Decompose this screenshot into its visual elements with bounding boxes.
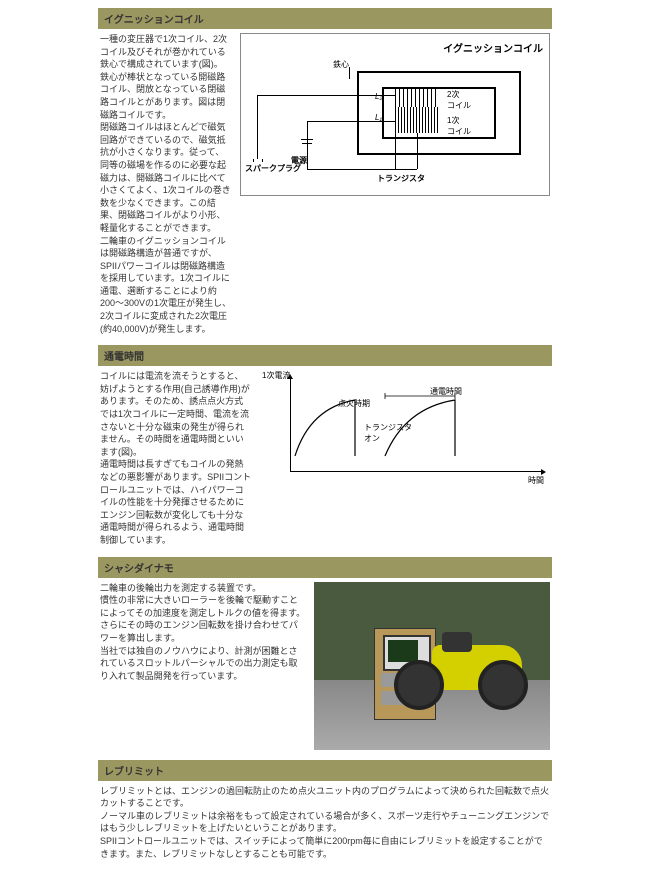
section-ignition: 一種の変圧器で1次コイル、2次コイル及びそれが巻かれている鉄心で構成されています… xyxy=(98,33,552,335)
label-iron: 鉄心 xyxy=(333,59,349,70)
dynamo-text: 二輪車の後輪出力を測定する装置です。 慣性の非常に大きいローラーを後輪で駆動すこ… xyxy=(100,582,306,750)
section-title-ignition: イグニッションコイル xyxy=(98,8,552,29)
section-dynamo: 二輪車の後輪出力を測定する装置です。 慣性の非常に大きいローラーを後輪で駆動すこ… xyxy=(98,582,552,750)
label-coil2: 2次 コイル xyxy=(447,89,471,111)
label-coil1: 1次 コイル xyxy=(447,115,471,137)
chart-curve xyxy=(290,378,540,464)
label-plug: スパークプラグ xyxy=(245,163,301,174)
ignition-diagram: イグニッションコイル 鉄心 2次 コイル 1次 コイル L₂ L₁ 電源 xyxy=(240,33,550,196)
conduction-chart: 1次電流 時間 点火時期 通電時間 トランジスタ オン xyxy=(260,370,550,488)
section-title-conduction: 通電時間 xyxy=(98,345,552,366)
section-conduction: コイルには電流を流そうとすると、妨げようとする作用(自己誘導作用)があります。そ… xyxy=(98,370,552,546)
chart-spark-label: 点火時期 xyxy=(338,398,370,409)
section-revlimit: レブリミットとは、エンジンの過回転防止のため点火ユニット内のプログラムによって決… xyxy=(98,785,552,861)
dynamo-photo xyxy=(314,582,550,750)
chart-ylabel: 1次電流 xyxy=(262,370,290,381)
section-title-revlimit: レブリミット xyxy=(98,760,552,781)
revlimit-text: レブリミットとは、エンジンの過回転防止のため点火ユニット内のプログラムによって決… xyxy=(100,785,550,861)
chart-conduction-label: 通電時間 xyxy=(430,386,462,397)
label-transistor: トランジスタ xyxy=(377,173,425,184)
conduction-chart-col: 1次電流 時間 点火時期 通電時間 トランジスタ オン xyxy=(260,370,550,546)
circuit-diagram: 鉄心 2次 コイル 1次 コイル L₂ L₁ 電源 トランジスタ スパークプラグ xyxy=(247,59,543,189)
chart-xlabel: 時間 xyxy=(528,475,544,486)
chart-trans-label: トランジスタ オン xyxy=(364,422,412,444)
page-container: イグニッションコイル 一種の変圧器で1次コイル、2次コイル及びそれが巻かれている… xyxy=(98,0,552,860)
conduction-text: コイルには電流を流そうとすると、妨げようとする作用(自己誘導作用)があります。そ… xyxy=(100,370,252,546)
ignition-text: 一種の変圧器で1次コイル、2次コイル及びそれが巻かれている鉄心で構成されています… xyxy=(100,33,232,335)
section-title-dynamo: シャシダイナモ xyxy=(98,557,552,578)
label-L2: L₂ xyxy=(375,92,383,101)
diagram-title: イグニッションコイル xyxy=(247,40,543,55)
ignition-diagram-col: イグニッションコイル 鉄心 2次 コイル 1次 コイル L₂ L₁ 電源 xyxy=(240,33,550,335)
dynamo-photo-col xyxy=(314,582,550,750)
